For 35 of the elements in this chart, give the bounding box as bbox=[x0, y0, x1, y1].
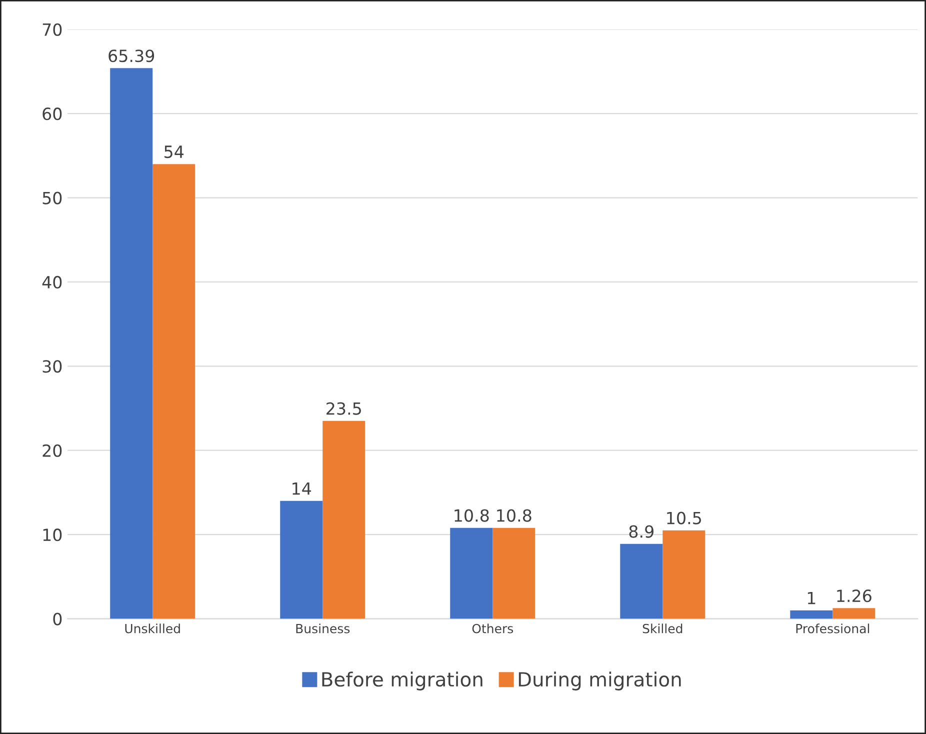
legend-label: Before migration bbox=[322, 672, 482, 690]
data-label: 54 bbox=[164, 146, 184, 158]
bar bbox=[620, 544, 663, 619]
data-label: 10.8 bbox=[454, 509, 489, 522]
legend-label: During migration bbox=[518, 672, 681, 690]
data-label: 1 bbox=[808, 592, 816, 604]
data-label: 23.5 bbox=[326, 402, 361, 415]
data-label: 65.39 bbox=[108, 50, 154, 62]
bar bbox=[110, 68, 153, 619]
bar bbox=[280, 500, 323, 619]
bar bbox=[662, 530, 706, 619]
x-tick-label: Skilled bbox=[642, 624, 682, 634]
data-label: 10.5 bbox=[667, 512, 701, 524]
y-tick-label: 20 bbox=[42, 444, 62, 457]
y-tick-label: 40 bbox=[42, 276, 62, 289]
bar bbox=[450, 528, 493, 619]
y-tick-label: 30 bbox=[42, 360, 62, 373]
bar bbox=[492, 528, 536, 619]
y-tick-label: 10 bbox=[43, 528, 62, 542]
y-tick-label: 60 bbox=[42, 108, 62, 120]
data-label: 8.9 bbox=[629, 525, 654, 538]
bar bbox=[832, 608, 876, 619]
y-tick-label: 0 bbox=[53, 612, 62, 626]
x-tick-label: Business bbox=[296, 624, 350, 634]
data-label: 14 bbox=[292, 482, 312, 495]
data-label: 1.26 bbox=[837, 590, 872, 602]
x-tick-label: Others bbox=[472, 624, 514, 634]
bar bbox=[790, 610, 833, 619]
bar bbox=[322, 420, 366, 619]
y-tick-label: 70 bbox=[42, 23, 62, 36]
data-label: 10.8 bbox=[497, 509, 532, 522]
y-tick-label: 50 bbox=[42, 192, 62, 204]
x-tick-label: Professional bbox=[796, 624, 870, 634]
x-tick-label: Unskilled bbox=[125, 624, 180, 634]
bar bbox=[152, 164, 196, 619]
